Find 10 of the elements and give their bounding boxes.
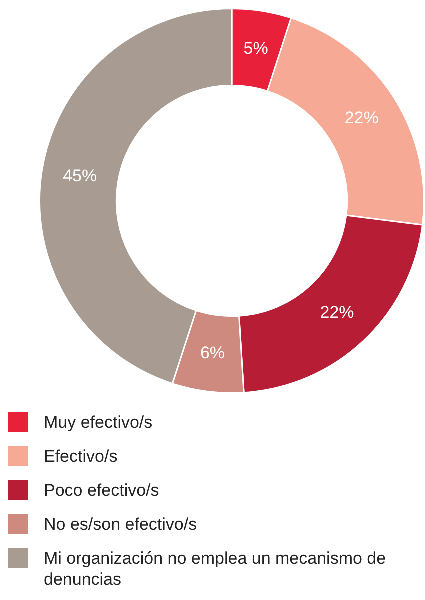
data-label: 22%: [320, 302, 354, 322]
legend-label: Muy efectivo/s: [44, 412, 153, 433]
legend-label: Mi organización no emplea un mecanismo de denuncias: [44, 548, 388, 590]
legend-label: No es/son efectivo/s: [44, 514, 198, 535]
data-label: 45%: [63, 166, 98, 186]
data-label: 5%: [244, 38, 268, 58]
legend-label: Efectivo/s: [44, 446, 118, 467]
data-label: 6%: [200, 343, 226, 362]
data-label: 22%: [344, 108, 379, 128]
legend-label: Poco efectivo/s: [44, 480, 160, 501]
